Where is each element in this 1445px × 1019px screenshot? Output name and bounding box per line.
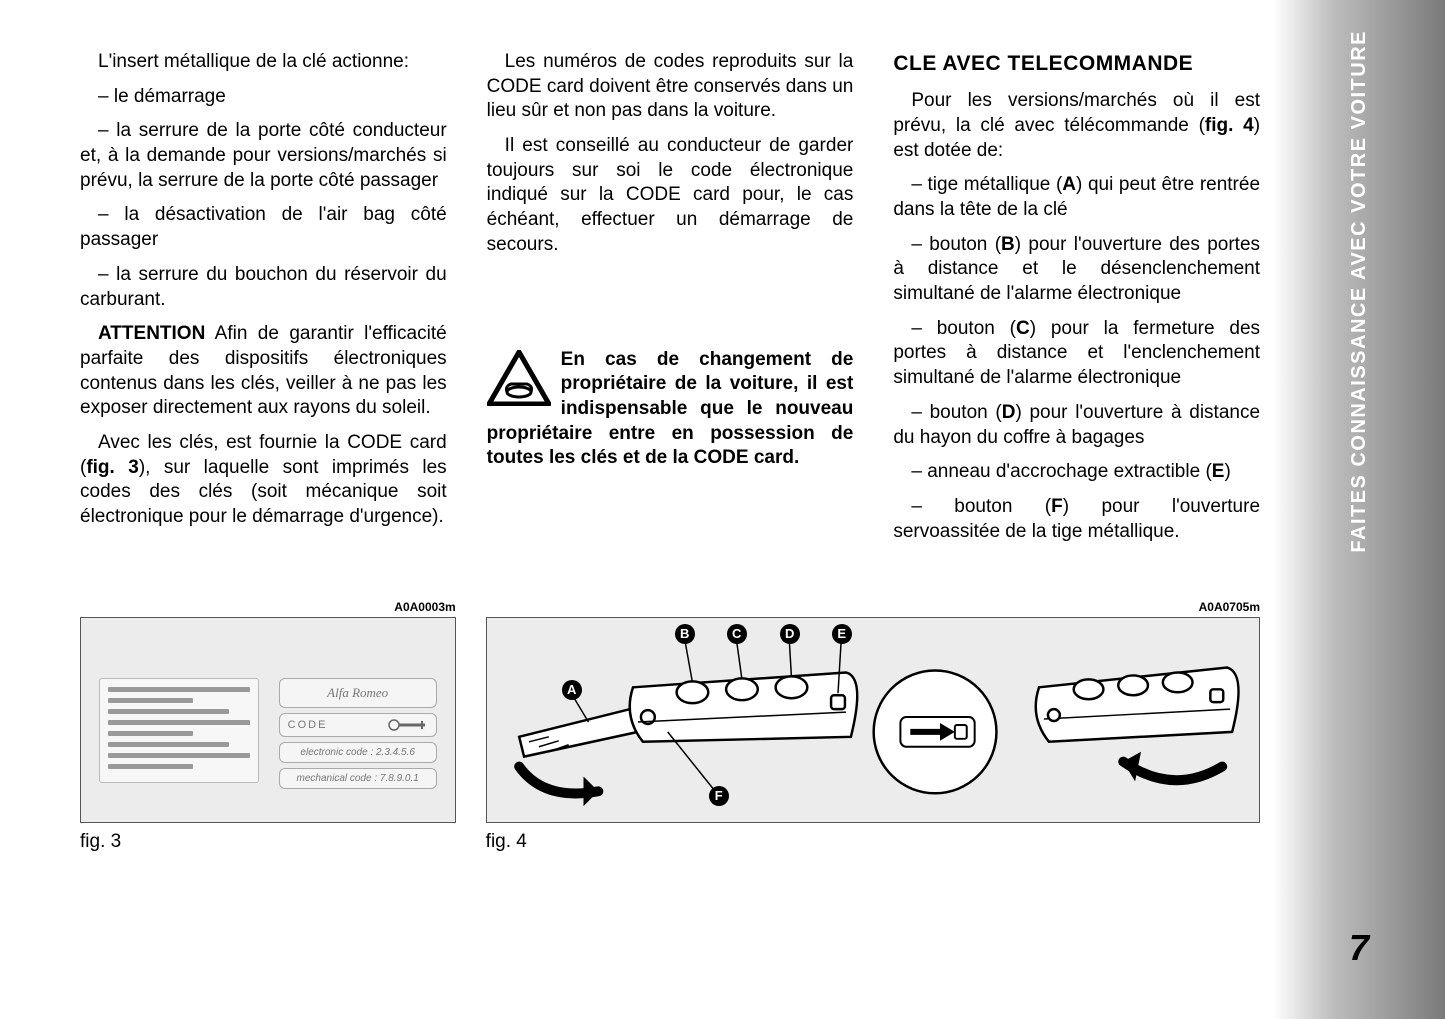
key-remote-illustration: [487, 618, 1259, 822]
col1-item4: – la serrure du bouchon du réservoir du …: [80, 263, 447, 312]
col1-codecard: Avec les clés, est fournie la CODE card …: [80, 431, 447, 530]
callout-B: B: [675, 624, 695, 644]
side-tab-title: FAITES CONNAISSANCE AVEC VOTRE VOITURE: [1348, 30, 1371, 553]
col3-itemD: – bouton (D) pour l'ouverture à distance…: [893, 401, 1260, 450]
col2-p2: Il est conseillé au conducteur de garder…: [487, 134, 854, 257]
col3-itemE: – anneau d'accrochage extractible (E): [893, 460, 1260, 485]
col1-p1: L'insert métallique de la clé actionne:: [80, 50, 447, 75]
col3-p1: Pour les versions/marchés où il est prév…: [893, 89, 1260, 163]
text-columns: L'insert métallique de la clé actionne: …: [80, 50, 1260, 554]
col3-title: CLE AVEC TELECOMMANDE: [893, 50, 1260, 77]
col1-item3: – la désactivation de l'air bag côté pas…: [80, 203, 447, 252]
brand-label: Alfa Romeo: [279, 678, 437, 708]
fig3-caption: fig. 3: [80, 831, 456, 853]
code-card-illustration: [99, 678, 259, 783]
col3-itemC: – bouton (C) pour la fermeture des porte…: [893, 317, 1260, 391]
callout-A: A: [562, 680, 582, 700]
fig3-code: A0A0003m: [80, 600, 456, 614]
col3-itemB: – bouton (B) pour l'ouverture des portes…: [893, 233, 1260, 307]
code-row: CODE: [279, 713, 437, 737]
col1-item2: – la serrure de la porte côté conducteur…: [80, 119, 447, 193]
fig4-code: A0A0705m: [486, 600, 1260, 614]
fig4-frame: A B C D E F: [486, 617, 1260, 823]
callout-C: C: [727, 624, 747, 644]
figure-4: A0A0705m: [486, 600, 1260, 853]
callout-F: F: [709, 786, 729, 806]
column-3: CLE AVEC TELECOMMANDE Pour les versions/…: [893, 50, 1260, 554]
callout-E: E: [832, 624, 852, 644]
fig4-ref: fig. 4: [1205, 115, 1254, 136]
column-1: L'insert métallique de la clé actionne: …: [80, 50, 447, 554]
col3-itemA: – tige métallique (A) qui peut être rent…: [893, 173, 1260, 222]
key-tag-illustration: Alfa Romeo CODE electronic code : 2.3.4.…: [279, 678, 437, 794]
page-number: 7: [1349, 927, 1369, 969]
col3-itemF: – bouton (F) pour l'ouverture servoassit…: [893, 495, 1260, 544]
figures-row: A0A0003m Alfa Romeo CODE: [80, 600, 1260, 853]
col2-p1: Les numéros de codes reproduits sur la C…: [487, 50, 854, 124]
col1-attention: ATTENTION Afin de garantir l'efficacité …: [80, 322, 447, 421]
section-side-tab: FAITES CONNAISSANCE AVEC VOTRE VOITURE 7: [1273, 0, 1445, 1019]
warning-box: En cas de changement de propriétaire de …: [487, 348, 854, 471]
column-2: Les numéros de codes reproduits sur la C…: [487, 50, 854, 554]
figure-3: A0A0003m Alfa Romeo CODE: [80, 600, 456, 853]
mechanical-code: mechanical code : 7.8.9.0.1: [279, 768, 437, 789]
fig3-ref: fig. 3: [86, 457, 138, 478]
key-icon: [388, 719, 428, 731]
electronic-code: electronic code : 2.3.4.5.6: [279, 742, 437, 763]
manual-page: L'insert métallique de la clé actionne: …: [0, 0, 1445, 1019]
attention-label: ATTENTION: [98, 323, 205, 344]
fig3-frame: Alfa Romeo CODE electronic code : 2.3.4.…: [80, 617, 456, 823]
fig4-caption: fig. 4: [486, 831, 1260, 853]
col1-item1: – le démarrage: [80, 85, 447, 110]
callout-D: D: [780, 624, 800, 644]
warning-triangle-icon: [487, 350, 551, 406]
